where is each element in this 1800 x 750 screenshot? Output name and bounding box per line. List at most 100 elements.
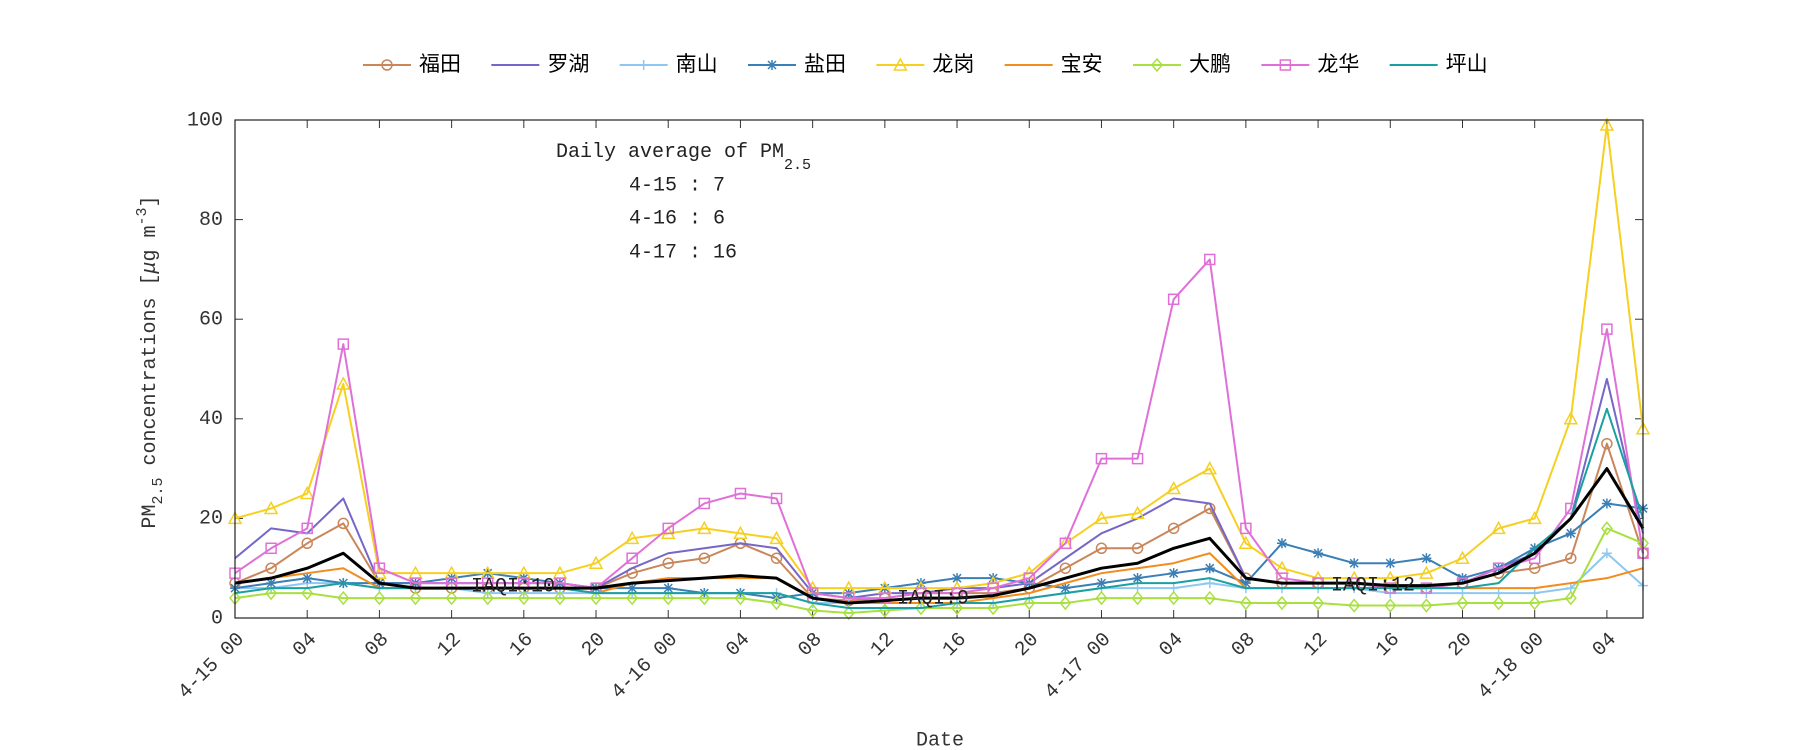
marker [1059,562,1072,574]
marker [265,585,278,601]
marker [1240,522,1252,535]
marker [1167,590,1180,606]
marker [409,590,422,606]
marker [627,583,638,594]
x-tick-label: 16 [938,628,971,661]
marker [373,562,386,574]
marker [1276,538,1287,549]
marker [663,583,674,594]
marker [624,530,640,545]
marker [381,59,393,71]
marker [337,517,350,530]
legend-label: 宝安 [1061,52,1103,76]
x-tick-label: 4-18 00 [1474,628,1550,704]
marker [987,600,1000,616]
marker [987,582,999,594]
series-line [234,123,1644,590]
marker [301,585,314,601]
marker [1238,535,1254,550]
marker [337,590,350,606]
marker [770,492,783,505]
marker [1095,542,1108,555]
marker [1312,595,1325,611]
marker [373,590,386,606]
marker [806,603,819,618]
marker [1599,117,1615,131]
x-tick-label: 12 [433,628,466,661]
marker [1131,452,1144,465]
marker [662,590,675,606]
marker [698,552,711,564]
marker [588,555,604,569]
marker [769,530,784,545]
marker [733,525,748,540]
legend-item: 龙岗 [876,52,974,76]
marker [1151,57,1163,73]
y-tick-label: 20 [199,508,223,531]
series-line [234,377,1644,600]
marker [1096,578,1107,589]
marker [1167,522,1180,535]
x-tick-label: 04 [289,628,322,661]
marker [1456,595,1469,611]
marker [1132,573,1143,584]
y-tick-label: 40 [199,408,223,431]
marker [698,590,711,606]
legend-label: 福田 [419,52,461,76]
marker [1168,568,1179,579]
marker [1348,598,1361,613]
marker [445,590,458,606]
marker [301,522,313,535]
legend-item: 盐田 [748,52,846,76]
marker [1565,502,1577,515]
x-tick-label: 08 [794,628,827,661]
iaqi-label: IAQI:10 [471,575,555,598]
marker [1601,498,1612,509]
marker [1420,598,1433,613]
x-tick-label: 12 [866,628,899,661]
marker [517,590,530,606]
iaqi-label: IAQI:12 [1331,574,1415,597]
annotation-line: 4-17 : 16 [629,241,737,264]
marker [1384,598,1397,613]
iaqi-label: IAQI:9 [897,587,969,610]
legend-item: 坪山 [1389,52,1488,76]
marker [1094,510,1109,525]
marker [952,573,963,584]
y-tick-label: 80 [199,209,223,232]
marker [1023,595,1036,611]
annotation-title: Daily average of PM2.5 [556,141,811,174]
marker [337,338,350,350]
marker [1419,565,1434,579]
marker [1202,461,1218,475]
marker [1563,411,1579,425]
x-tick-label: 20 [577,628,610,661]
legend-label: 罗湖 [547,52,589,76]
marker [302,573,313,584]
legend-label: 盐田 [804,52,846,76]
marker [1204,253,1216,266]
annotation-line: 4-15 : 7 [629,174,725,197]
marker [266,578,277,589]
marker [1279,59,1292,71]
plot-frame [234,119,1644,619]
x-tick-label: 4-15 00 [174,628,250,704]
marker [1527,510,1542,525]
marker [336,376,351,390]
marker [1095,452,1108,465]
marker [1167,293,1180,306]
marker [263,500,279,515]
marker [1601,437,1613,450]
marker [1528,595,1541,611]
x-tick-label: 16 [505,628,538,661]
marker [662,557,674,569]
marker [1455,550,1470,564]
marker [1601,548,1612,559]
marker [1095,590,1108,606]
marker [662,522,674,535]
x-tick-label: 20 [1011,628,1044,661]
x-tick-label: 04 [722,628,755,661]
marker [1385,558,1396,569]
marker [1131,542,1144,555]
